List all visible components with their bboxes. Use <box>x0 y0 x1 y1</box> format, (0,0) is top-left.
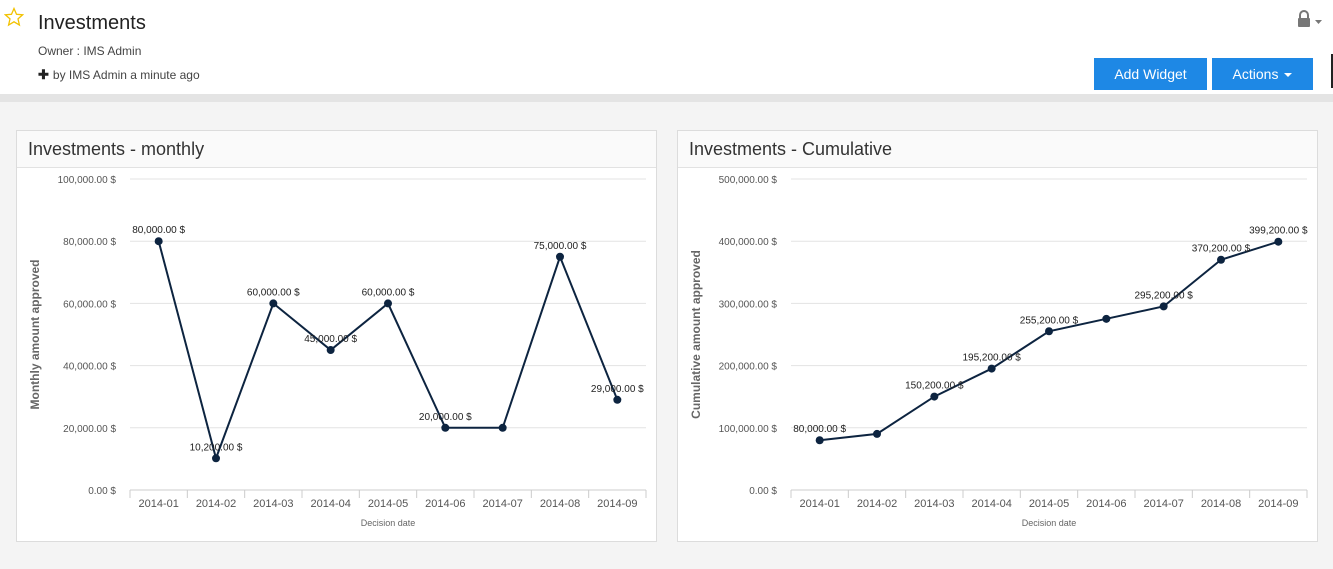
cumulative-line-chart: 0.00 $ 100,000.00 $ 200,000.00 $ 300,000.00… <box>689 175 1308 528</box>
actions-label: Actions <box>1232 66 1279 82</box>
x-tick-label: 2014-05 <box>368 498 408 510</box>
data-label: 60,000.00 $ <box>362 287 415 298</box>
monthly-line-chart: 0.00 $ 20,000.00 $ 40,000.00 $ 60,000.00 $ 8… <box>28 175 647 528</box>
caret-down-icon <box>1284 73 1293 77</box>
data-label: 75,000.00 $ <box>534 241 587 252</box>
x-tick-label: 2014-01 <box>138 498 178 510</box>
x-tick-label: 2014-07 <box>482 498 522 510</box>
y-tick-label: 0.00 $ <box>88 486 116 497</box>
widget-title[interactable]: Investments - monthly <box>17 131 656 168</box>
x-tick-label: 2014-02 <box>196 498 236 510</box>
data-point <box>326 346 335 355</box>
data-label: 10,200.00 $ <box>190 442 243 453</box>
y-tick-label: 60,000.00 $ <box>63 299 116 310</box>
x-tick-label: 2014-07 <box>1143 498 1183 510</box>
data-point <box>815 436 824 445</box>
y-tick-label: 40,000.00 $ <box>63 362 116 373</box>
series-line <box>819 240 1279 442</box>
x-axis-title: Decision date <box>1022 518 1077 528</box>
data-point <box>1102 314 1111 323</box>
data-label: 255,200.00 $ <box>1020 315 1079 326</box>
y-axis-title: Cumulative amount approved <box>689 250 703 419</box>
add-widget-button[interactable]: Add Widget <box>1094 58 1207 90</box>
actions-dropdown-button[interactable]: Actions <box>1212 58 1313 90</box>
x-tick-label: 2014-05 <box>1029 498 1069 510</box>
x-tick-label: 2014-04 <box>310 498 350 510</box>
data-point <box>1045 327 1053 336</box>
data-label: 399,200.00 $ <box>1249 226 1308 237</box>
data-point <box>873 429 881 438</box>
data-label: 195,200.00 $ <box>962 353 1021 364</box>
y-tick-label: 100,000.00 $ <box>58 175 117 186</box>
page-title: Investments <box>38 12 146 34</box>
data-point <box>498 423 507 432</box>
data-label: 80,000.00 $ <box>132 225 185 236</box>
data-point <box>269 299 278 308</box>
y-tick-label: 100,000.00 $ <box>719 424 778 435</box>
widget-monthly: Investments - monthly 0.00 $ 20,000.00 $ 4… <box>16 130 657 542</box>
data-point <box>154 237 163 246</box>
activity-line: ✚ by IMS Admin a minute ago <box>38 67 200 83</box>
data-point <box>1159 302 1168 311</box>
data-label: 295,200.00 $ <box>1134 290 1193 301</box>
data-point <box>1217 255 1225 264</box>
series-line <box>157 240 619 462</box>
owner-label: Owner : IMS Admin <box>38 44 142 58</box>
data-label: 370,200.00 $ <box>1192 244 1251 255</box>
x-tick-label: 2014-08 <box>1201 498 1241 510</box>
widget-cumulative: Investments - Cumulative 0.00 $ 100,000.0… <box>677 130 1318 542</box>
lock-icon[interactable] <box>1296 10 1324 28</box>
data-label: 45,000.00 $ <box>304 334 357 345</box>
x-tick-label: 2014-02 <box>857 498 897 510</box>
dashboard-header: Investments Owner : IMS Admin ✚ by IMS A… <box>0 0 1333 102</box>
data-point <box>613 395 622 404</box>
y-axis-title: Monthly amount approved <box>28 260 42 410</box>
x-tick-label: 2014-01 <box>799 498 839 510</box>
edge-divider <box>1331 54 1333 88</box>
y-tick-label: 20,000.00 $ <box>63 424 116 435</box>
x-tick-label: 2014-09 <box>597 498 637 510</box>
data-point <box>987 364 996 373</box>
y-tick-label: 0.00 $ <box>749 486 777 497</box>
x-tick-label: 2014-06 <box>425 498 465 510</box>
y-tick-label: 400,000.00 $ <box>719 237 778 248</box>
data-label: 60,000.00 $ <box>247 287 300 298</box>
x-tick-label: 2014-04 <box>971 498 1011 510</box>
data-point <box>556 252 564 261</box>
y-tick-label: 200,000.00 $ <box>719 362 778 373</box>
favorite-star-icon[interactable] <box>4 7 24 27</box>
data-point <box>441 423 450 432</box>
plus-icon: ✚ <box>38 67 49 82</box>
x-tick-label: 2014-08 <box>540 498 580 510</box>
x-tick-label: 2014-09 <box>1258 498 1298 510</box>
data-label: 150,200.00 $ <box>905 381 964 392</box>
x-tick-label: 2014-06 <box>1086 498 1126 510</box>
x-tick-label: 2014-03 <box>253 498 293 510</box>
x-axis-title: Decision date <box>361 518 416 528</box>
y-tick-label: 300,000.00 $ <box>719 299 778 310</box>
x-tick-label: 2014-03 <box>914 498 954 510</box>
data-label: 20,000.00 $ <box>419 412 472 423</box>
widget-title[interactable]: Investments - Cumulative <box>678 131 1317 168</box>
data-point <box>212 454 220 463</box>
data-label: 80,000.00 $ <box>793 424 846 435</box>
y-tick-label: 80,000.00 $ <box>63 237 116 248</box>
data-point <box>1274 237 1283 246</box>
data-point <box>930 392 939 401</box>
data-point <box>384 299 392 308</box>
data-label: 29,000.00 $ <box>591 384 644 395</box>
y-tick-label: 500,000.00 $ <box>719 175 778 186</box>
activity-text: by IMS Admin a minute ago <box>52 68 200 82</box>
